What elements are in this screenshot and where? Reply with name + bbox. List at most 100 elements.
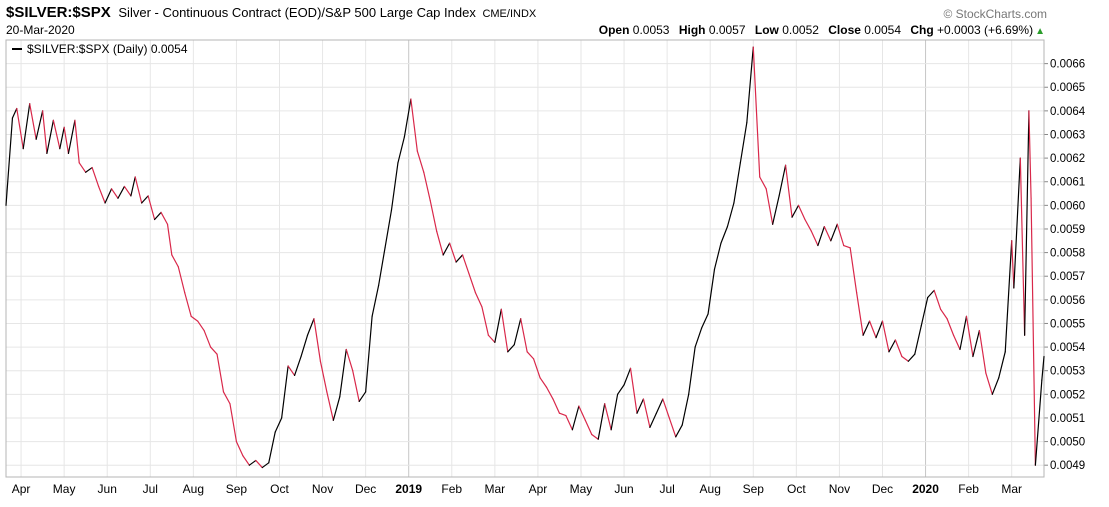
series-segment [358,391,367,403]
series-segment [147,195,156,221]
series-segment [668,417,677,438]
series-segment [713,242,722,270]
x-tick-label: May [53,482,76,496]
series-segment [29,103,37,140]
close-value: 0.0054 [864,23,901,37]
series-segment [42,110,48,154]
series-segment [946,318,955,336]
x-tick-label: 2020 [912,482,939,496]
series-segment [160,211,169,225]
y-tick-label: 0.0050 [1050,437,1085,449]
y-tick-label: 0.0052 [1050,389,1085,401]
series-segment [597,403,606,440]
y-tick-label: 0.0062 [1050,153,1085,165]
series-segment [59,126,65,150]
series-segment [74,119,80,164]
series-segment [1024,110,1030,336]
series-segment [726,202,735,228]
series-segment [830,223,838,242]
series-segment [46,119,54,154]
series-segment [868,320,877,339]
x-tick-label: Apr [529,482,548,496]
series-segment [203,329,212,348]
series-segment [707,268,716,315]
series-segment [927,289,935,299]
y-tick-label: 0.0065 [1050,82,1085,94]
series-segment [487,334,496,343]
y-tick-label: 0.0056 [1050,295,1085,307]
series-segment [558,412,567,417]
series-segment [171,254,179,268]
series-segment [623,367,632,386]
series-segment [1028,110,1032,199]
series-segment [16,107,24,150]
series-segment [293,355,302,377]
series-segment [332,396,341,421]
series-segment [688,346,696,395]
series-segment [578,405,586,421]
series-segment [526,351,535,360]
x-tick-label: Jun [98,482,117,496]
series-segment [177,266,186,294]
series-segment [390,162,399,211]
y-tick-label: 0.0066 [1050,59,1085,71]
series-segment [1011,240,1015,289]
series-segment [862,320,871,336]
series-segment [649,412,657,428]
series-segment [881,320,890,353]
series-segment [209,346,218,355]
x-tick-label: Mar [1001,482,1022,496]
high-value: 0.0057 [708,23,746,37]
x-tick-label: Oct [787,482,806,496]
series-segment [1004,240,1013,353]
series-segment [91,166,100,188]
series-segment [326,391,334,421]
series-segment [920,296,929,327]
close-label: Close [828,23,861,37]
series-segment [571,405,580,431]
series-segment [141,195,149,204]
series-segment [940,308,948,320]
series-segment [894,339,903,358]
series-segment [875,320,884,339]
series-segment [914,325,922,355]
x-tick-label: Sep [226,482,248,496]
series-segment [403,98,412,138]
series-segment [134,176,143,204]
date-label: 20-Mar-2020 [6,23,75,37]
series-segment [1030,197,1036,466]
series-segment [772,195,780,225]
series-segment [474,292,483,308]
y-tick-label: 0.0054 [1050,342,1086,354]
series-segment [843,244,851,249]
series-segment [797,204,806,221]
brand-label[interactable]: © StockCharts.com [943,7,1047,21]
series-segment [274,417,283,433]
series-segment [817,226,825,247]
series-segment [778,164,787,197]
series-segment [978,329,987,374]
chart-header: $SILVER:$SPX Silver - Continuous Contrac… [6,4,536,21]
series-segment [130,176,136,197]
series-segment [759,176,767,190]
series-segment [733,162,741,204]
y-tick-label: 0.0064 [1050,106,1086,118]
series-segment [545,386,554,400]
x-tick-label: Dec [355,482,376,496]
y-tick-label: 0.0049 [1050,460,1085,472]
series-segment [1019,157,1026,336]
x-tick-label: Aug [183,482,204,496]
series-segment [591,433,599,440]
series-segment [513,318,522,346]
y-tick-label: 0.0055 [1050,318,1085,330]
series-segment [700,313,709,329]
series-segment [339,348,347,398]
y-tick-label: 0.0051 [1050,413,1085,425]
legend-label: $SILVER:$SPX (Daily) 0.0054 [27,42,188,56]
series-segment [429,200,438,232]
series-segment [11,107,18,119]
ohlc-summary: Open 0.0053 High 0.0057 Low 0.0052 Close… [593,23,1045,37]
series-segment [991,377,1000,395]
series-segment [67,119,76,154]
